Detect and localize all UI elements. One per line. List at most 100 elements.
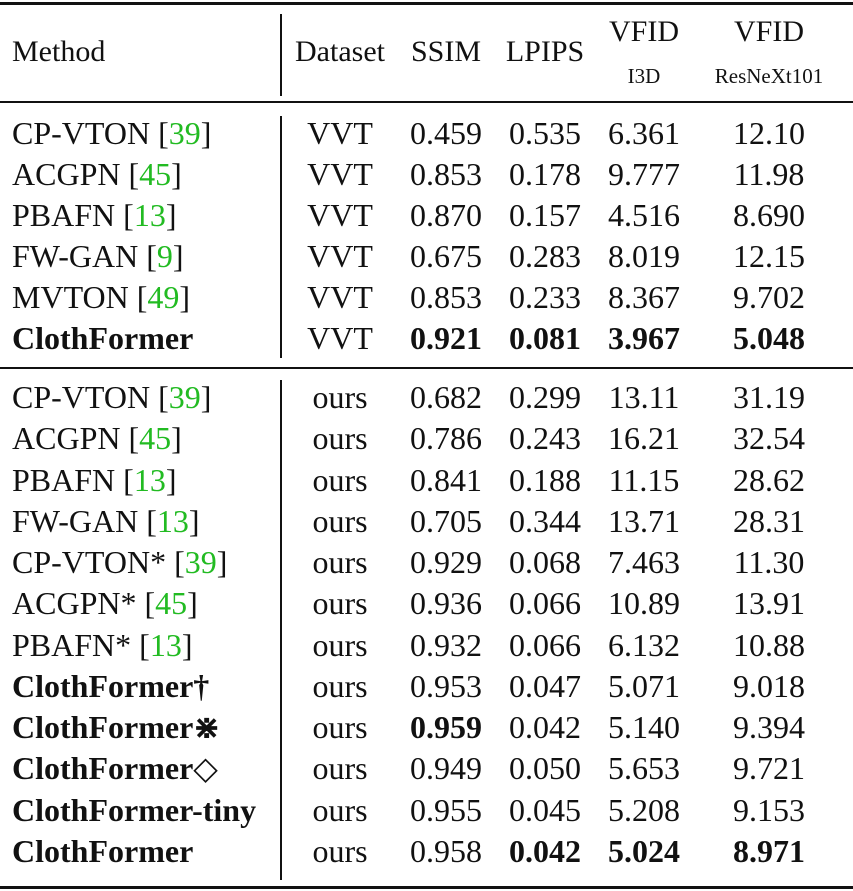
citation-link[interactable]: 45: [139, 156, 172, 192]
method-name: PBAFN: [12, 461, 116, 498]
method-cell: FW-GAN [13]: [12, 502, 200, 539]
dataset-cell: ours: [312, 832, 368, 869]
vfid-i3d-cell: 11.15: [608, 461, 680, 498]
vfid-i3d-cell: 13.71: [608, 502, 680, 539]
header-rule: [0, 101, 853, 103]
dataset-cell: ours: [312, 791, 368, 828]
vfid-resnext-cell: 8.690: [733, 197, 805, 233]
vfid-i3d-cell: 16.21: [608, 420, 680, 457]
header-lpips: LPIPS: [505, 35, 585, 68]
lpips-cell: 0.178: [509, 156, 581, 192]
citation-link[interactable]: 13: [133, 197, 166, 233]
dataset-cell: ours: [312, 544, 368, 580]
citation-link[interactable]: 13: [156, 502, 189, 539]
vfid-i3d-cell: 8.019: [608, 238, 680, 274]
dataset-cell: VVT: [307, 238, 373, 274]
lpips-cell: 0.243: [509, 420, 581, 457]
method-name: PBAFN*: [12, 626, 132, 663]
method-cell: CP-VTON [39]: [12, 379, 212, 415]
method-name: ClothFormer-tiny: [12, 791, 257, 828]
citation-link[interactable]: 13: [149, 626, 182, 663]
ssim-cell: 0.705: [410, 502, 482, 539]
lpips-cell: 0.047: [509, 667, 581, 704]
vfid-resnext-cell: 28.31: [733, 502, 805, 539]
header-dataset: Dataset: [295, 35, 385, 68]
vfid-resnext-cell: 9.153: [733, 791, 805, 828]
method-name: ClothFormer: [12, 832, 194, 869]
lpips-cell: 0.066: [509, 585, 581, 622]
citation-link[interactable]: 39: [168, 379, 201, 415]
method-name: ACGPN: [12, 420, 121, 457]
method-cell: ClothFormer⋇: [12, 709, 220, 745]
ssim-cell: 0.955: [410, 791, 482, 828]
ssim-cell: 0.921: [410, 320, 482, 356]
dataset-cell: ours: [312, 626, 368, 663]
vfid-i3d-cell: 5.071: [608, 667, 680, 704]
citation-link[interactable]: 39: [168, 115, 201, 151]
vfid-resnext-cell: 9.018: [733, 667, 805, 704]
vfid-i3d-cell: 10.89: [608, 585, 680, 622]
method-cell: ClothFormer: [12, 833, 193, 869]
method-cell: ClothFormer◇: [12, 750, 218, 786]
lpips-cell: 0.050: [509, 750, 581, 787]
citation-link[interactable]: 13: [133, 461, 166, 498]
ssim-cell: 0.953: [410, 667, 482, 704]
ssim-cell: 0.853: [410, 156, 482, 192]
dataset-cell: VVT: [307, 197, 373, 233]
method-cell: PBAFN [13]: [12, 197, 177, 233]
method-cell: PBAFN [13]: [12, 461, 177, 498]
column-divider-mid: [280, 116, 282, 358]
citation-link[interactable]: 45: [139, 420, 172, 457]
citation-link[interactable]: 49: [147, 279, 180, 315]
ssim-cell: 0.929: [410, 544, 482, 580]
vfid-i3d-cell: 4.516: [608, 197, 680, 233]
lpips-cell: 0.042: [509, 832, 581, 869]
citation-link[interactable]: 45: [155, 585, 188, 622]
lpips-cell: 0.283: [509, 238, 581, 274]
method-name: ClothFormer⋇: [12, 709, 221, 745]
method-name: FW-GAN: [12, 238, 139, 274]
method-name: CP-VTON*: [12, 544, 167, 580]
ssim-cell: 0.949: [410, 750, 482, 787]
dataset-cell: ours: [312, 461, 368, 498]
bottom-rule: [0, 886, 853, 889]
method-name: ACGPN: [12, 156, 121, 192]
header-vfid-resnext-sub: ResNeXt101: [714, 64, 824, 88]
lpips-cell: 0.344: [509, 502, 581, 539]
vfid-i3d-cell: 7.463: [608, 544, 680, 580]
header-ssim: SSIM: [410, 35, 482, 68]
lpips-cell: 0.081: [509, 320, 581, 356]
method-cell: ClothFormer-tiny: [12, 792, 256, 828]
lpips-cell: 0.066: [509, 626, 581, 663]
method-cell: CP-VTON* [39]: [12, 544, 228, 580]
vfid-resnext-cell: 32.54: [733, 420, 805, 457]
lpips-cell: 0.045: [509, 791, 581, 828]
vfid-resnext-cell: 9.394: [733, 709, 805, 745]
lpips-cell: 0.042: [509, 709, 581, 745]
ssim-cell: 0.870: [410, 197, 482, 233]
citation-link[interactable]: 39: [184, 544, 217, 580]
method-name: CP-VTON: [12, 379, 151, 415]
group-separator-rule: [0, 367, 853, 369]
vfid-resnext-cell: 12.10: [733, 115, 805, 151]
dataset-cell: ours: [312, 709, 368, 745]
top-rule: [0, 2, 853, 5]
vfid-i3d-cell: 6.132: [608, 626, 680, 663]
citation-link[interactable]: 9: [156, 238, 173, 274]
method-cell: FW-GAN [9]: [12, 238, 184, 274]
vfid-resnext-cell: 9.721: [733, 750, 805, 787]
vfid-resnext-cell: 9.702: [733, 279, 805, 315]
vfid-i3d-cell: 5.208: [608, 791, 680, 828]
vfid-i3d-cell: 9.777: [608, 156, 680, 192]
vfid-resnext-cell: 10.88: [733, 626, 805, 663]
ssim-cell: 0.959: [410, 709, 482, 745]
method-cell: CP-VTON [39]: [12, 115, 212, 151]
vfid-i3d-cell: 3.967: [608, 320, 680, 356]
vfid-i3d-cell: 8.367: [608, 279, 680, 315]
vfid-resnext-cell: 13.91: [733, 585, 805, 622]
ssim-cell: 0.459: [410, 115, 482, 151]
method-name: ClothFormer†: [12, 667, 210, 704]
method-name: PBAFN: [12, 197, 116, 233]
vfid-i3d-cell: 13.11: [608, 379, 680, 415]
method-cell: ACGPN* [45]: [12, 585, 198, 622]
